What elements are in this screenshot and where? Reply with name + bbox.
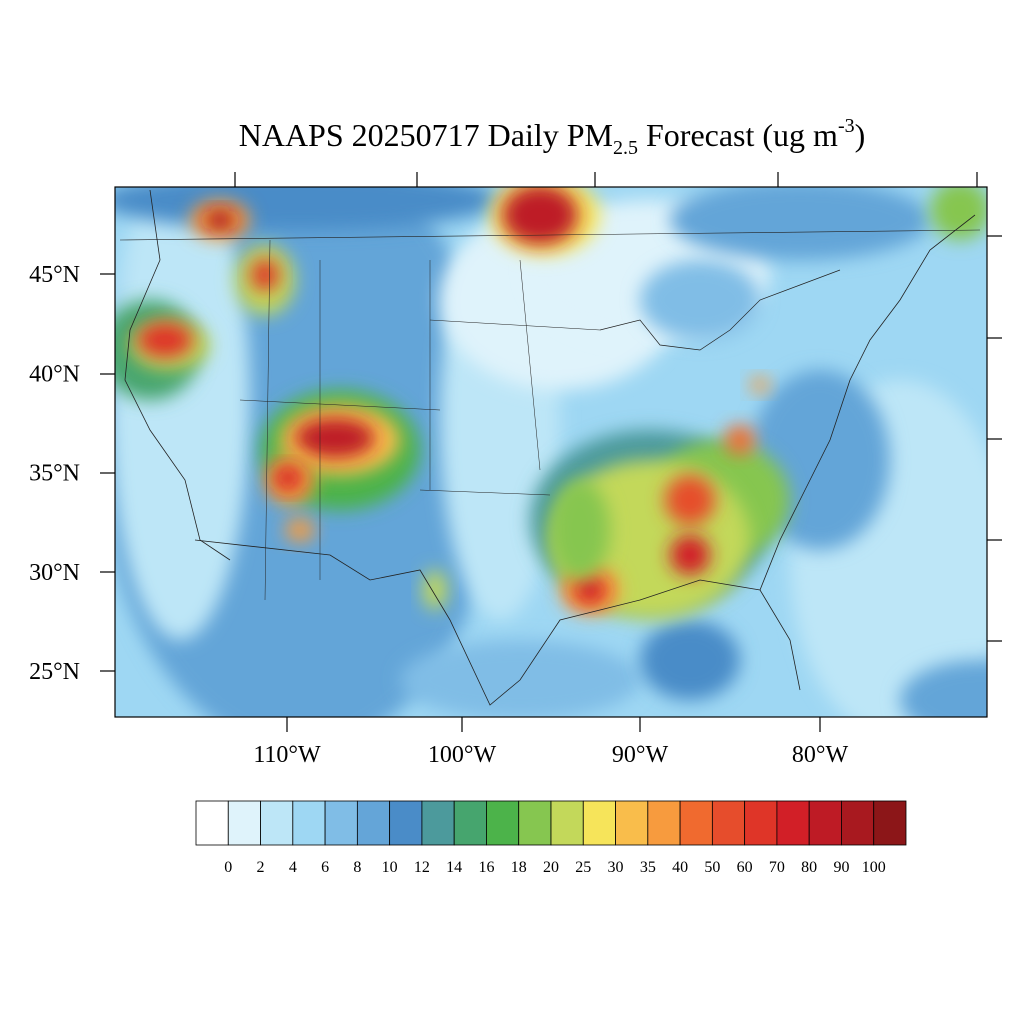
colorbar-swatch	[615, 800, 649, 846]
colorbar-label: 80	[801, 859, 817, 876]
pollution-area	[400, 640, 640, 717]
frame-ticks	[100, 172, 1002, 732]
pollution-area	[900, 660, 987, 717]
colorbar-swatch	[260, 800, 294, 846]
colorbar-label: 70	[769, 859, 785, 876]
pollution-area	[665, 475, 715, 525]
colorbar-label: 10	[382, 859, 398, 876]
colorbar-swatch	[356, 800, 391, 846]
colorbar-swatch	[647, 800, 681, 846]
colorbar-label: 30	[608, 859, 624, 876]
colorbar-swatch	[744, 800, 778, 846]
colorbar-swatch	[292, 800, 326, 846]
longitude-label: 100°W	[428, 742, 497, 768]
pollution-area	[550, 480, 610, 580]
latitude-label: 40°N	[29, 361, 80, 387]
axis-labels: 45°N 40°N 35°N 30°N 25°N 110°W 100°W 90°W 80°W	[29, 262, 848, 768]
colorbar-label: 25	[575, 859, 591, 876]
latitude-label: 25°N	[29, 659, 80, 685]
colorbar-swatch	[518, 800, 552, 846]
pollution-area	[285, 518, 315, 542]
pollution-area	[640, 260, 760, 340]
colorbar-swatch	[453, 800, 487, 846]
pollution-area	[750, 377, 770, 393]
concentration-field	[115, 187, 987, 717]
colorbar-swatch	[679, 800, 713, 846]
borders	[119, 189, 981, 706]
colorbar-label: 90	[833, 859, 849, 876]
colorbar-label: 20	[543, 859, 559, 876]
pollution-area	[725, 425, 755, 455]
colorbar-swatch	[389, 800, 423, 846]
colorbar-swatch	[227, 800, 261, 846]
longitude-label: 90°W	[612, 742, 669, 768]
latitude-label: 35°N	[29, 461, 80, 487]
pollution-area	[640, 620, 740, 700]
longitude-label: 80°W	[792, 742, 849, 768]
pollution-area	[502, 187, 578, 245]
pollution-area	[574, 576, 606, 604]
colorbar-swatch	[324, 800, 358, 846]
longitude-label: 110°W	[253, 742, 321, 768]
title-superscript: -3	[838, 115, 855, 137]
map-title: NAAPS 20250717 Daily PM2.5 Forecast (ug …	[239, 115, 866, 159]
colorbar-label: 60	[737, 859, 753, 876]
colorbar-swatch	[808, 800, 842, 846]
colorbar-label: 0	[224, 859, 232, 876]
colorbar-swatch	[421, 800, 455, 846]
colorbar-swatch	[195, 800, 229, 846]
pollution-area	[115, 187, 500, 230]
colorbar-swatch	[711, 800, 746, 846]
colorbar-swatch	[776, 800, 810, 846]
colorbar-label: 12	[414, 859, 430, 876]
colorbar-label: 4	[289, 859, 297, 876]
colorbar-swatch	[873, 800, 907, 846]
colorbar-label: 50	[704, 859, 720, 876]
title-main: NAAPS 20250717 Daily PM	[239, 117, 613, 153]
pollution-area	[137, 322, 193, 358]
colorbar-label: 6	[321, 859, 329, 876]
pollution-area	[274, 466, 302, 490]
colorbar-label: 8	[353, 859, 361, 876]
pollution-area	[670, 535, 710, 575]
colorbar-swatch	[550, 800, 584, 846]
colorbar-label: 2	[257, 859, 265, 876]
colorbar-label: 35	[640, 859, 656, 876]
pollution-area	[930, 187, 987, 240]
title-subscript: 2.5	[613, 137, 638, 159]
pollution-area	[423, 570, 447, 610]
pollution-area	[205, 210, 235, 230]
pollution-area	[295, 418, 375, 458]
pollution-area	[251, 259, 279, 291]
colorbar-label: 18	[511, 859, 527, 876]
latitude-label: 45°N	[29, 262, 80, 288]
colorbar-swatch	[582, 800, 616, 846]
colorbar-label: 40	[672, 859, 688, 876]
colorbar-label: 16	[478, 859, 494, 876]
pollution-area	[670, 187, 930, 260]
map-frame	[114, 186, 988, 718]
title-end: )	[855, 117, 866, 153]
colorbar-label: 14	[446, 859, 462, 876]
colorbar-label: 100	[862, 859, 886, 876]
colorbar-swatch	[841, 800, 875, 846]
latitude-label: 30°N	[29, 560, 80, 586]
colorbar-swatch	[486, 800, 520, 846]
title-middle: Forecast (ug m	[638, 117, 838, 153]
colorbar: 0 2 4 6 8 10 12 14 16 18 20 25 30 35 40 50 60 70 80 90 100	[195, 800, 907, 876]
